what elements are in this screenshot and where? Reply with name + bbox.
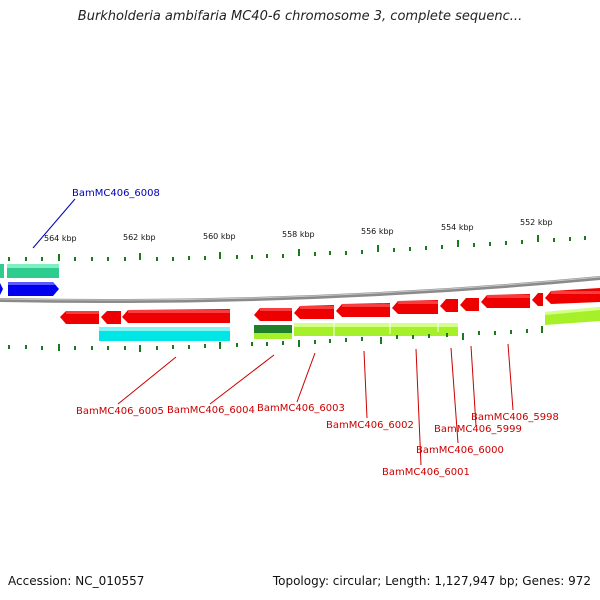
accession-text: Accession: NC_010557 — [8, 574, 145, 588]
forward-cds-track — [0, 282, 59, 296]
reverse-cds-1[interactable] — [60, 311, 99, 324]
tick-label-552: 552 kbp — [520, 218, 553, 227]
map-title: Burkholderia ambifaria MC40-6 chromosome… — [77, 9, 523, 24]
reverse-cds-4[interactable] — [545, 288, 600, 304]
genome-backbone — [0, 276, 600, 304]
tick-label-558: 558 kbp — [282, 230, 315, 239]
gene-label-BamMC406_6001[interactable]: BamMC406_6001 — [382, 467, 470, 478]
tick-label-560: 560 kbp — [203, 232, 236, 241]
reverse-cds-BamMC406_5999[interactable] — [460, 298, 479, 311]
gc-band-upper — [0, 264, 59, 278]
gc-band-lower — [99, 307, 600, 341]
bottom-leader-lines — [117, 343, 514, 466]
tick-label-556: 556 kbp — [361, 227, 394, 236]
gene-label-BamMC406_6005[interactable]: BamMC406_6005 — [76, 406, 164, 417]
gene-label-BamMC406_6008[interactable]: BamMC406_6008 — [72, 188, 160, 199]
gene-label-BamMC406_6000[interactable]: BamMC406_6000 — [416, 445, 504, 456]
genome-summary-text: Topology: circular; Length: 1,127,947 bp… — [272, 574, 591, 588]
genome-backbone-highlight — [0, 276, 600, 301]
reverse-cds-highlights — [66, 291, 600, 314]
gene-label-BamMC406_5999[interactable]: BamMC406_5999 — [434, 424, 522, 435]
gene-label-BamMC406_6004[interactable]: BamMC406_6004 — [167, 405, 255, 416]
forward-cds-BamMC406_6008[interactable] — [8, 282, 59, 296]
forward-cds-arrow-small[interactable] — [0, 283, 3, 295]
reverse-cds-2[interactable] — [101, 311, 121, 324]
tick-label-554: 554 kbp — [441, 223, 474, 232]
upper-tick-row — [8, 235, 586, 261]
gene-label-BamMC406_6002[interactable]: BamMC406_6002 — [326, 420, 414, 431]
lower-tick-row — [8, 326, 543, 352]
tick-label-562: 562 kbp — [123, 233, 156, 242]
leader-line-BamMC406_6008 — [32, 198, 76, 249]
reverse-cds-BamMC406_6000[interactable] — [440, 299, 458, 312]
reverse-cds-BamMC406_6004[interactable] — [254, 308, 292, 321]
gene-label-BamMC406_6003[interactable]: BamMC406_6003 — [257, 403, 345, 414]
reverse-cds-3[interactable] — [532, 293, 543, 306]
gene-label-BamMC406_5998[interactable]: BamMC406_5998 — [471, 412, 559, 423]
tick-label-564: 564 kbp — [44, 234, 77, 243]
